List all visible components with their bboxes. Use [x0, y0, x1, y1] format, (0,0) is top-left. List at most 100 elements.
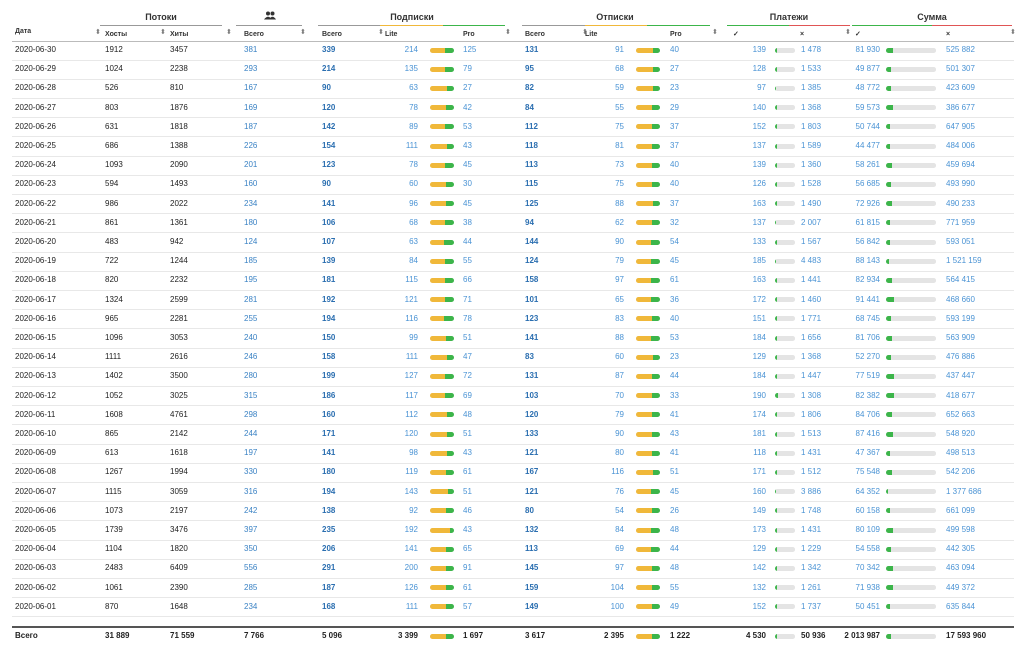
bar-segment [776, 181, 795, 187]
table-cell: 167 [525, 467, 539, 477]
ratio-bar [775, 316, 795, 322]
bar-segment [430, 66, 446, 72]
table-cell: 116 [405, 313, 418, 323]
ratio-bar [430, 297, 454, 303]
bar-segment [430, 47, 446, 53]
ratio-bar [886, 47, 936, 53]
table-cell: 126 [752, 179, 766, 189]
bar-segment [430, 527, 450, 533]
table-cell: 180 [244, 217, 258, 227]
table-cell: 244 [244, 429, 258, 438]
ratio-bar [886, 633, 936, 639]
table-cell: 48 [463, 409, 472, 419]
table-cell: 63 [409, 237, 418, 246]
bar-segment [775, 431, 778, 437]
table-cell: 33 [670, 390, 679, 400]
table-cell: 57 [463, 601, 472, 611]
ratio-bar [886, 354, 936, 360]
table-cell: 160 [244, 179, 258, 189]
table-cell: 3476 [170, 525, 188, 534]
table-cell: 316 [244, 486, 258, 496]
group-underline [318, 25, 381, 26]
column-header: × [800, 31, 805, 38]
group-underline [380, 25, 443, 26]
table-cell: 1 360 [801, 160, 822, 170]
ratio-bar [430, 162, 454, 168]
table-cell: 32 [670, 217, 679, 227]
bar-segment [775, 489, 776, 495]
table-cell: 3 617 [525, 631, 546, 640]
table-cell: 2197 [170, 505, 188, 515]
table-cell: 255 [244, 313, 258, 323]
table-cell: 129 [752, 544, 766, 554]
bar-segment [892, 469, 936, 475]
table-cell: 1 229 [801, 544, 822, 554]
table-cell: 280 [244, 371, 258, 381]
table-cell: 185 [752, 256, 766, 266]
bar-segment [892, 431, 936, 437]
table-cell: 810 [170, 83, 184, 93]
bar-segment [776, 565, 795, 571]
group-underline [727, 25, 789, 26]
table-cell: 722 [105, 256, 119, 266]
table-cell: 119 [405, 467, 418, 477]
table-cell: 55 [615, 102, 624, 112]
table-cell: 44 477 [855, 141, 880, 150]
bar-segment [651, 450, 660, 456]
table-cell: 214 [322, 64, 336, 74]
bar-segment [886, 546, 892, 552]
bar-segment [636, 162, 652, 168]
ratio-bar [636, 277, 660, 283]
table-cell: 865 [105, 429, 119, 438]
table-cell: 50 744 [855, 121, 880, 131]
bar-segment [445, 373, 454, 379]
table-cell: 2232 [170, 275, 188, 285]
ratio-bar [636, 297, 660, 303]
group-underline [522, 25, 585, 26]
table-cell: 2020-06-25 [15, 141, 56, 150]
table-cell: 124 [525, 256, 539, 266]
ratio-bar [886, 335, 936, 341]
table-cell: 45 [670, 486, 679, 496]
ratio-bar [775, 335, 795, 341]
bar-segment [886, 277, 893, 283]
table-cell: 78 [463, 313, 472, 323]
bar-segment [891, 546, 936, 552]
bar-segment [430, 431, 447, 437]
table-cell: 2142 [170, 429, 188, 438]
row-separator [12, 155, 1014, 157]
table-cell: 4 483 [801, 256, 822, 266]
bar-segment [776, 85, 795, 91]
ratio-bar [775, 546, 795, 552]
ratio-bar [886, 201, 936, 207]
ratio-bar [775, 47, 795, 53]
table-cell: 126 [404, 582, 418, 592]
ratio-bar [430, 508, 454, 514]
bar-segment [444, 316, 454, 322]
bar-segment [777, 277, 795, 283]
bar-segment [652, 316, 660, 322]
bar-segment [445, 469, 454, 475]
bar-segment [777, 373, 795, 379]
table-cell: 143 [404, 486, 418, 496]
table-cell: 483 [105, 237, 119, 246]
bar-segment [892, 335, 936, 341]
bar-segment [886, 181, 892, 187]
table-cell: 1 431 [801, 525, 822, 534]
table-cell: 73 [615, 160, 624, 170]
row-separator [12, 270, 1014, 272]
table-cell: 88 [615, 333, 624, 342]
table-cell: 125 [525, 198, 539, 208]
table-cell: 137 [752, 141, 766, 150]
ratio-bar [886, 373, 936, 379]
bar-segment [447, 489, 454, 495]
table-cell: 112 [405, 409, 418, 419]
table-cell: 2020-06-27 [15, 102, 56, 112]
table-cell: 66 [463, 275, 472, 285]
bar-segment [775, 143, 777, 149]
table-cell: 2020-06-02 [15, 582, 56, 592]
row-separator [12, 232, 1014, 234]
group-header: Платежи [769, 12, 809, 22]
table-cell: 498 513 [946, 448, 975, 458]
table-cell: 459 694 [946, 160, 975, 170]
